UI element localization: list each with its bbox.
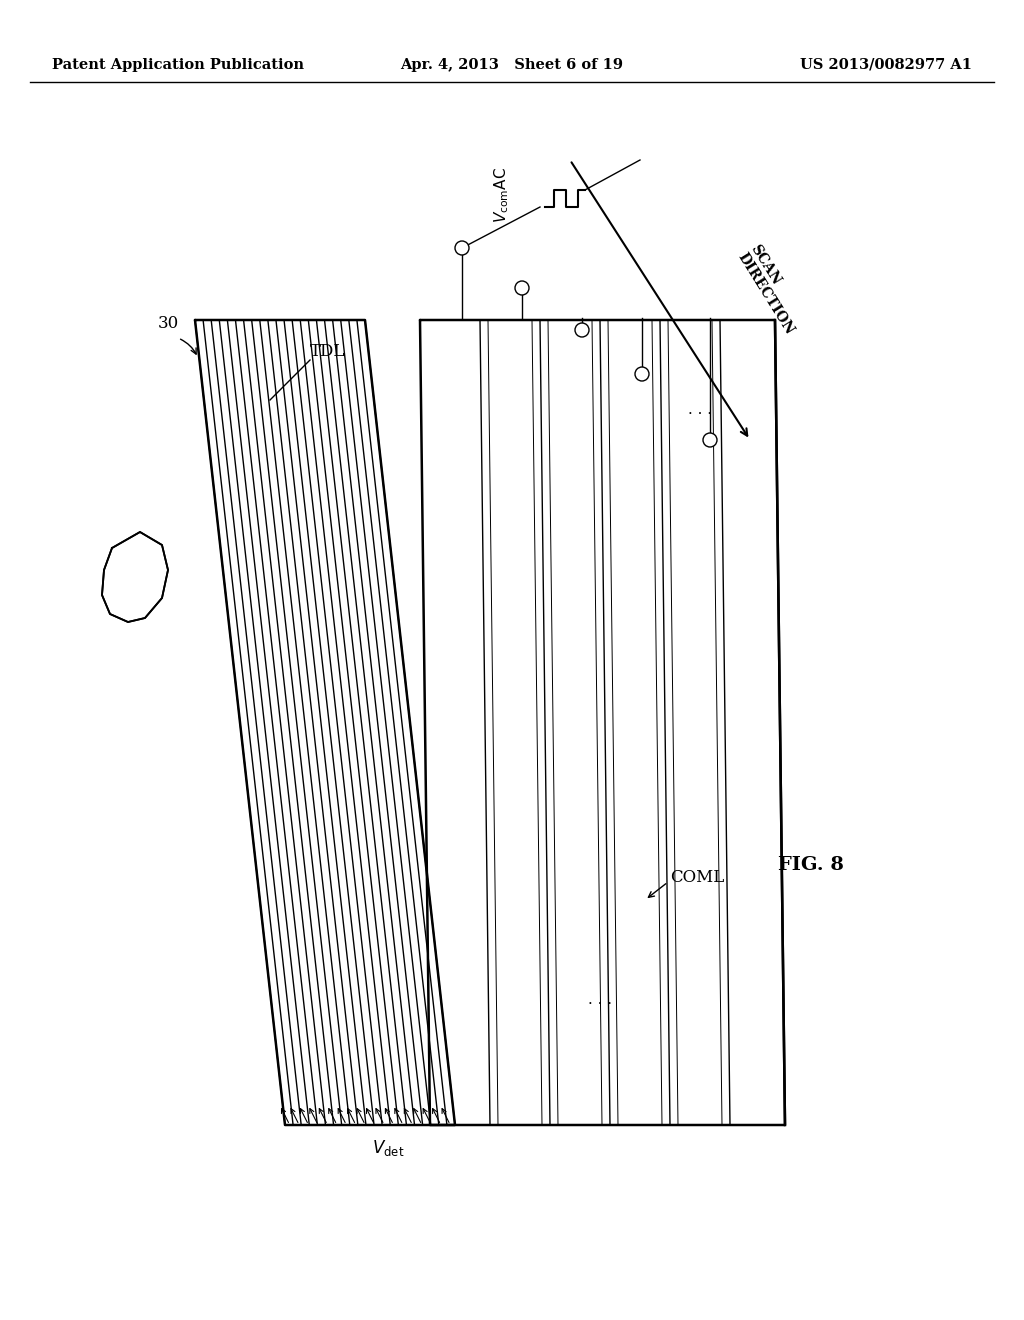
Text: COML: COML (670, 870, 724, 887)
Text: TDL: TDL (310, 343, 345, 360)
Circle shape (515, 281, 529, 294)
Text: . . .: . . . (688, 403, 712, 417)
Text: $\it{V}$$_{\mathsf{det}}$: $\it{V}$$_{\mathsf{det}}$ (372, 1138, 404, 1158)
Polygon shape (102, 532, 168, 622)
Text: SCAN
DIRECTION: SCAN DIRECTION (735, 243, 809, 338)
Text: FIG. 8: FIG. 8 (778, 855, 844, 874)
Text: US 2013/0082977 A1: US 2013/0082977 A1 (800, 58, 972, 73)
Circle shape (703, 433, 717, 447)
Text: . . .: . . . (588, 993, 612, 1007)
Text: 30: 30 (158, 314, 179, 331)
Text: Apr. 4, 2013   Sheet 6 of 19: Apr. 4, 2013 Sheet 6 of 19 (400, 58, 623, 73)
Text: Patent Application Publication: Patent Application Publication (52, 58, 304, 73)
Circle shape (455, 242, 469, 255)
Circle shape (635, 367, 649, 381)
Circle shape (575, 323, 589, 337)
Text: $\it{V}$$_{\mathsf{com}}$$\mathsf{AC}$: $\it{V}$$_{\mathsf{com}}$$\mathsf{AC}$ (493, 166, 511, 223)
